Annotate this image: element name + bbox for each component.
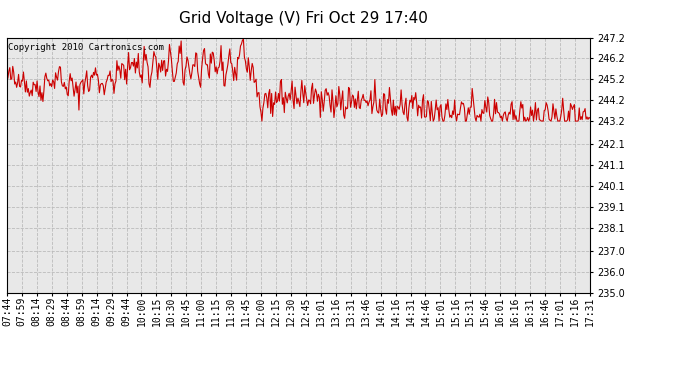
- Text: Copyright 2010 Cartronics.com: Copyright 2010 Cartronics.com: [8, 43, 164, 52]
- Text: Grid Voltage (V) Fri Oct 29 17:40: Grid Voltage (V) Fri Oct 29 17:40: [179, 11, 428, 26]
